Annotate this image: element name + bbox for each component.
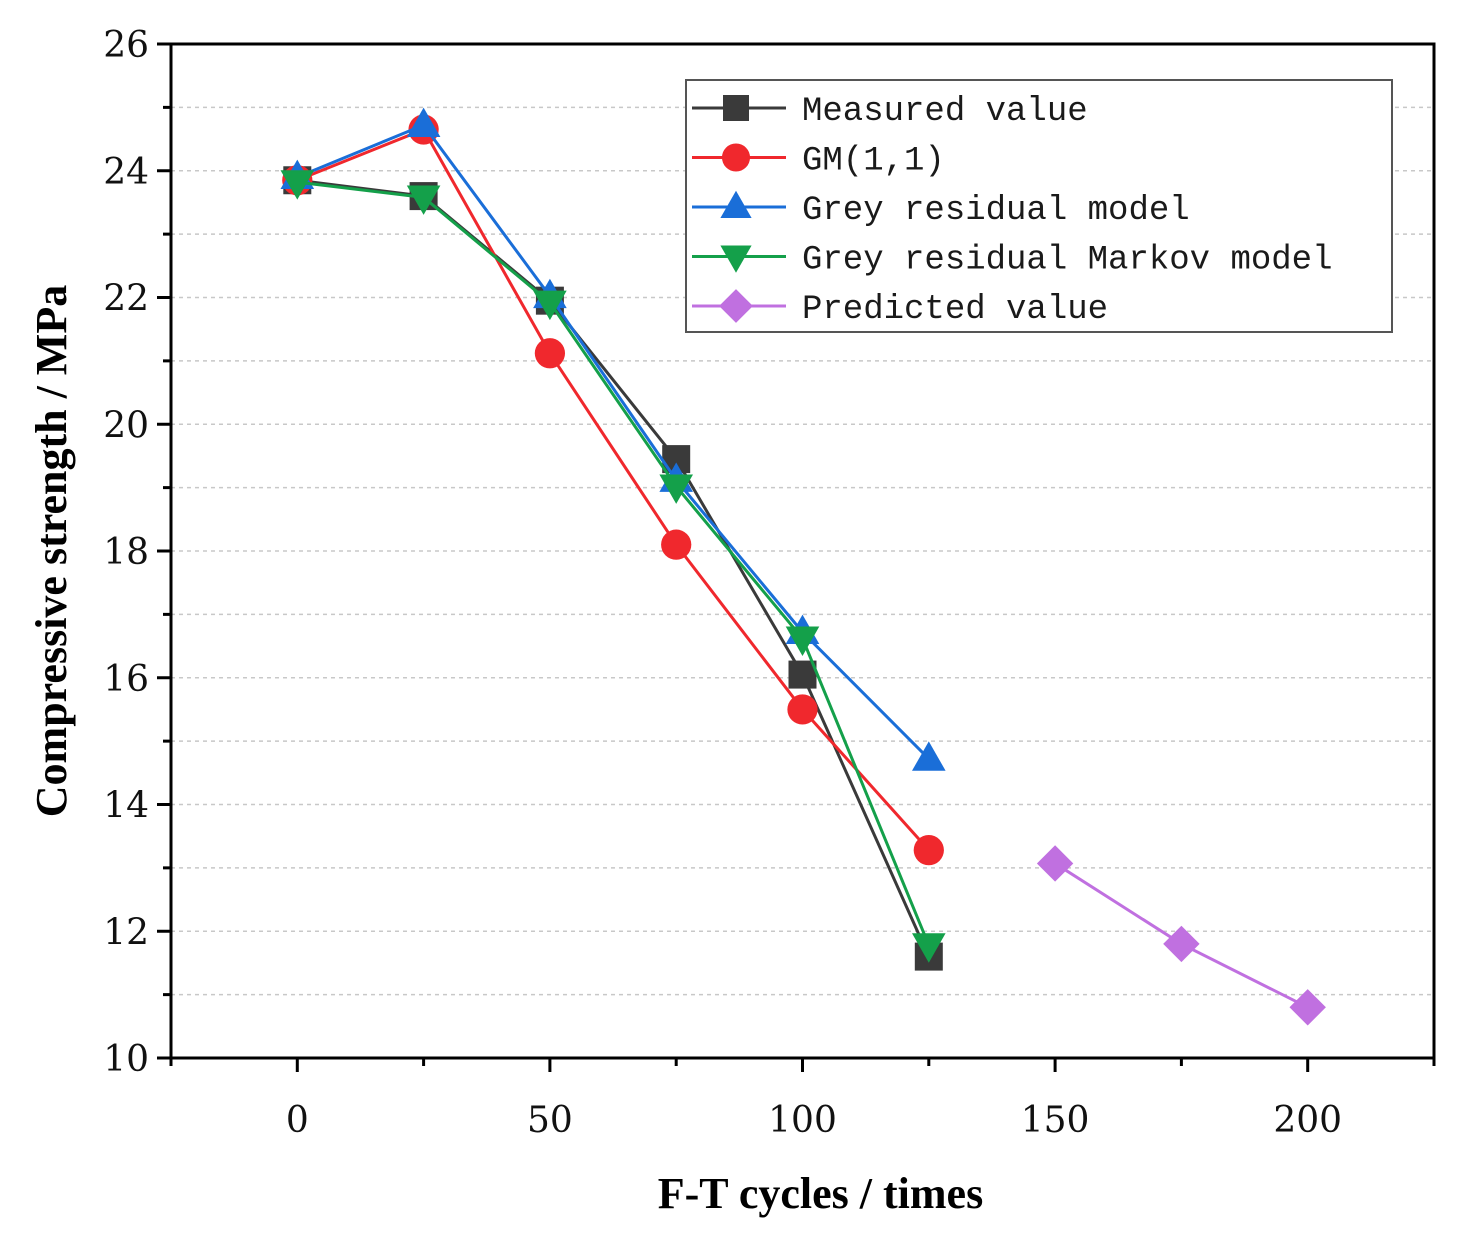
legend-marker [720, 190, 752, 219]
y-tick-label: 20 [103, 405, 149, 446]
axes: 10 12 14 16 18 20 22 24 26 0 50 100 150 200 [103, 25, 1436, 1141]
data-point [785, 626, 820, 656]
legend-marker [723, 95, 749, 121]
data-point [913, 835, 944, 866]
y-tick-label: 26 [103, 25, 149, 66]
data-point [788, 660, 817, 689]
x-axis-title: F-T cycles / times [658, 1169, 983, 1218]
legend-item: Grey residual model [692, 190, 1190, 230]
series-line [297, 180, 931, 946]
legend-label: Grey residual model [802, 192, 1190, 230]
legend-item: GM(1,1) [692, 143, 945, 181]
data-point [1289, 989, 1326, 1026]
x-tick-label: 150 [1021, 1100, 1090, 1141]
data-point [661, 529, 692, 560]
legend-label: Predicted value [802, 291, 1108, 329]
legend: Measured value GM(1,1) Grey residual model… [685, 79, 1393, 333]
y-tick-label: 14 [103, 786, 149, 827]
data-point [912, 933, 946, 963]
data-point [534, 338, 566, 369]
series-predicted-value [1036, 845, 1326, 1026]
series-layer [280, 107, 1326, 1026]
series-line [296, 127, 930, 852]
x-tick-label: 100 [768, 1100, 837, 1141]
y-tick-label: 24 [103, 152, 149, 193]
legend-label: Measured value [802, 93, 1088, 131]
y-tick-label: 12 [103, 912, 149, 953]
legend-marker [721, 143, 751, 172]
legend-label: Grey residual Markov model [802, 242, 1333, 280]
data-point [1163, 925, 1200, 963]
data-point [280, 170, 315, 200]
y-tick-label: 10 [103, 1039, 149, 1080]
series-line [296, 123, 930, 760]
y-tick-label: 16 [103, 659, 149, 700]
x-tick-label: 0 [286, 1100, 309, 1141]
legend-item: Measured value [692, 93, 1088, 131]
data-point [787, 694, 818, 725]
data-point [406, 107, 441, 138]
legend-marker [720, 245, 752, 273]
y-tick-label: 18 [103, 532, 149, 573]
legend-box [685, 79, 1393, 333]
data-point [406, 185, 441, 215]
legend-label: GM(1,1) [802, 143, 945, 181]
legend-item: Predicted value [692, 289, 1108, 329]
data-point [1036, 845, 1074, 882]
series-grey-residual-markov-model [280, 170, 946, 963]
y-tick-label: 22 [103, 279, 149, 320]
grid-lines [171, 106, 1434, 996]
legend-item: Grey residual Markov model [692, 242, 1333, 280]
y-axis-title: Compressive strength / MPa [27, 285, 76, 817]
x-tick-label: 50 [527, 1100, 573, 1141]
x-tick-label: 200 [1273, 1100, 1342, 1141]
data-point [659, 474, 693, 504]
legend-marker [719, 289, 753, 323]
data-point [533, 290, 567, 321]
data-point [912, 741, 946, 771]
